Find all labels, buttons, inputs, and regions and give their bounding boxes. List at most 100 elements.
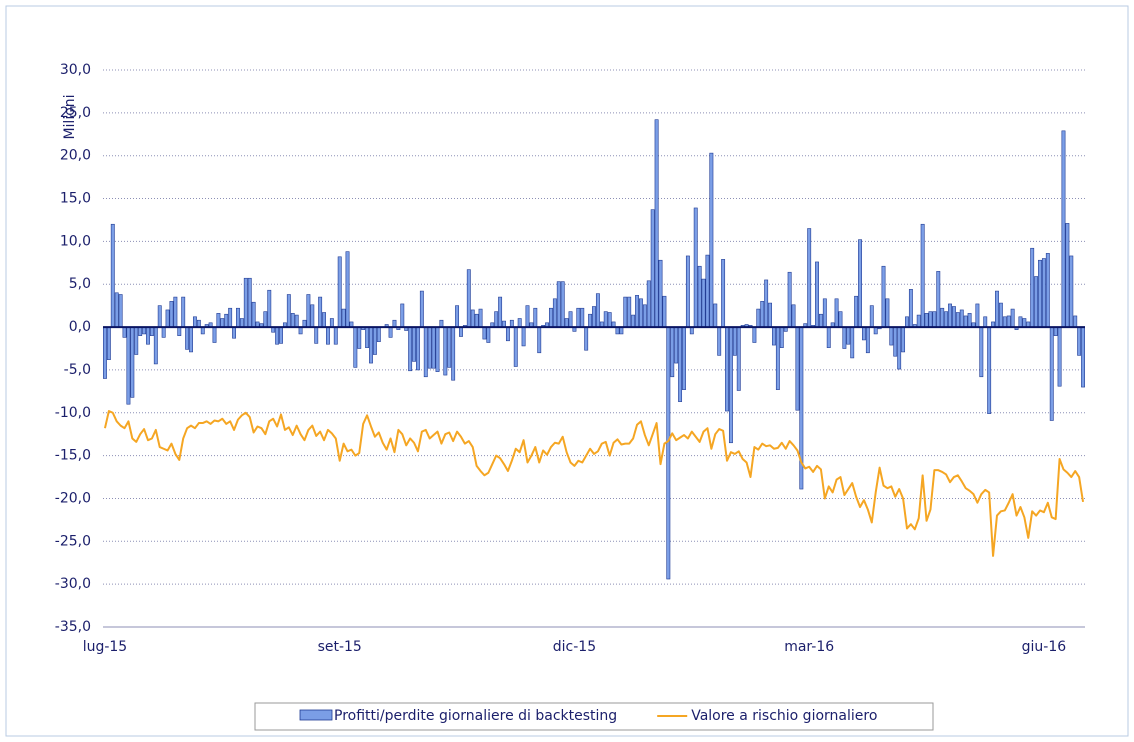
bar [329, 318, 334, 328]
x-tick-label: giu-16 [1022, 639, 1067, 655]
bar [975, 303, 980, 328]
bar [1073, 315, 1078, 328]
bar [760, 301, 765, 328]
bar [521, 326, 526, 347]
bar [619, 326, 624, 335]
bar [713, 303, 718, 328]
bar [459, 326, 463, 337]
bar [717, 326, 722, 356]
bar [302, 319, 307, 328]
bar [353, 326, 358, 368]
bar [674, 326, 679, 364]
bar [916, 314, 921, 328]
bar [1038, 259, 1042, 328]
y-tick-label: 5,0 [69, 276, 91, 292]
bar [721, 259, 726, 328]
x-tick-label: set-15 [318, 639, 362, 655]
bar [549, 307, 553, 328]
bar [775, 326, 780, 390]
bar [658, 259, 663, 328]
bar [369, 326, 373, 364]
bar [951, 306, 956, 328]
bar [134, 326, 139, 355]
bar [807, 228, 812, 328]
bar [670, 326, 675, 378]
x-tick-label: mar-16 [784, 639, 834, 655]
bar [146, 326, 150, 345]
bar [580, 307, 585, 328]
bar [118, 294, 123, 328]
bar [376, 326, 381, 342]
bar [552, 298, 557, 328]
bar [862, 326, 866, 341]
bar [263, 311, 268, 328]
bar [623, 296, 628, 328]
bar [189, 326, 193, 353]
bar [1002, 316, 1007, 328]
bar [306, 294, 311, 328]
bar [165, 309, 170, 328]
bar [905, 316, 909, 328]
bar [427, 326, 432, 369]
bar [795, 326, 800, 411]
bar [607, 312, 612, 328]
bar [854, 295, 859, 328]
y-tick-label: -5,0 [64, 362, 91, 378]
legend-box [254, 702, 934, 731]
bar [169, 301, 174, 328]
y-tick-label: 10,0 [60, 233, 91, 249]
bar [1057, 326, 1062, 387]
bar [232, 326, 237, 339]
bar [1030, 247, 1035, 328]
bar [705, 254, 710, 328]
bar [161, 326, 166, 338]
legend-label: Profitti/perdite giornaliere di backtest… [334, 708, 617, 724]
bar [392, 319, 397, 328]
bar [642, 304, 647, 328]
bar [932, 311, 937, 328]
bar [920, 223, 925, 328]
bar [869, 305, 874, 328]
bar [631, 314, 636, 328]
y-tick-label: -15,0 [55, 448, 91, 464]
bar [412, 326, 416, 362]
bar [1053, 326, 1058, 336]
bar [103, 326, 107, 379]
bar [474, 313, 479, 328]
bar [494, 311, 499, 328]
bar [310, 304, 315, 328]
bar [787, 271, 792, 328]
bar [752, 326, 757, 343]
bar [858, 239, 862, 328]
bar [106, 326, 111, 360]
bar [865, 326, 870, 354]
bar [564, 318, 569, 328]
bar [955, 312, 960, 328]
x-tick-label: lug-15 [83, 639, 128, 655]
bar [662, 295, 667, 328]
bar [666, 326, 671, 580]
bar [615, 326, 620, 335]
bar [983, 316, 988, 328]
bar [181, 296, 186, 328]
bar [639, 298, 643, 328]
bar [220, 318, 225, 328]
bar [967, 313, 972, 328]
bar [987, 326, 992, 414]
bar [439, 319, 444, 328]
bar [772, 326, 776, 346]
bar [110, 223, 115, 328]
bar [466, 269, 471, 328]
bar [850, 326, 855, 359]
bar [963, 315, 968, 328]
bar [635, 295, 639, 328]
bar [556, 281, 561, 328]
x-tick-label: dic-15 [553, 639, 596, 655]
bar [682, 326, 686, 390]
bar [443, 326, 448, 376]
bar [400, 303, 405, 328]
bar [936, 271, 941, 328]
bar [185, 326, 190, 350]
bar [157, 305, 162, 328]
bar [701, 278, 706, 328]
